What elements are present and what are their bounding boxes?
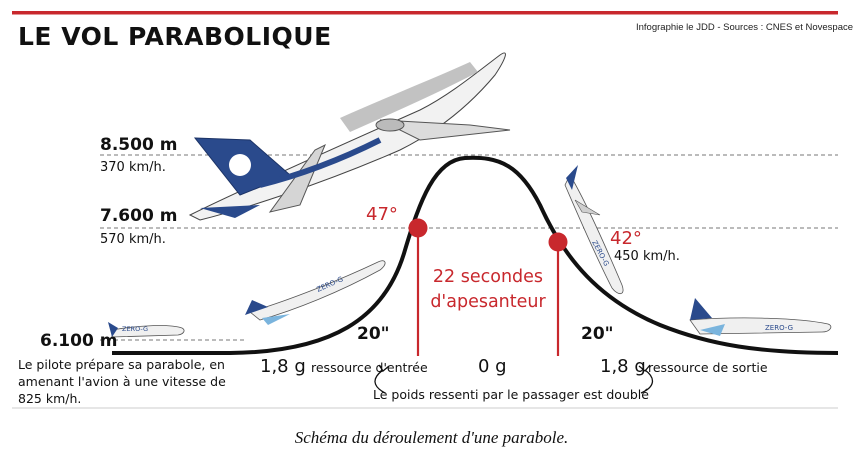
- source-credit: Infographie le JDD - Sources : CNES et N…: [636, 22, 854, 33]
- top-rule: [12, 11, 838, 15]
- entry-phase-label: ressource d'entrée: [311, 360, 428, 375]
- entry-angle: 47°: [366, 204, 398, 225]
- altitude-8500: 8.500 m: [100, 135, 178, 155]
- altitude-6100: 6.100 m: [40, 331, 118, 351]
- exit-angle: 42°: [610, 228, 642, 249]
- speed-7600: 570 km/h.: [100, 232, 166, 247]
- main-plane-illustration: [188, 52, 511, 221]
- doubled-weight-note: Le poids ressenti par le passager est do…: [373, 387, 649, 402]
- arrow-right: [640, 369, 654, 394]
- weightless-line-2: d'apesanteur: [430, 292, 546, 312]
- arrow-left: [374, 369, 386, 394]
- weightless-line-1: 22 secondes: [432, 267, 544, 287]
- exit-speed: 450 km/h.: [614, 249, 680, 264]
- exit-duration: 20": [581, 324, 614, 344]
- arrow-left-head: [378, 364, 390, 372]
- figure-caption: Schéma du déroulement d'une parabole.: [294, 428, 569, 447]
- plane-diving: ZERO-G: [564, 165, 624, 295]
- plane-level-left: ZERO-G: [108, 322, 185, 338]
- page-title: LE VOL PARABOLIQUE: [18, 22, 332, 51]
- entry-point: [408, 218, 428, 238]
- plane-level-right: ZERO-G: [689, 298, 832, 336]
- exit-point: [548, 232, 568, 252]
- zero-g-value: 0 g: [478, 356, 507, 377]
- plane-marking-left: ZERO-G: [122, 325, 148, 333]
- pilot-note: Le pilote prépare sa parabole, en amenan…: [18, 357, 226, 406]
- parabola-curve: [112, 155, 839, 355]
- entry-g-value: 1,8 g: [260, 356, 306, 377]
- weightless-label: 22 secondes d'apesanteur: [420, 265, 556, 315]
- altitude-7600: 7.600 m: [100, 206, 178, 226]
- exit-g-value: 1,8 g: [600, 356, 646, 377]
- entry-duration: 20": [357, 324, 390, 344]
- speed-8500: 370 km/h.: [100, 160, 166, 175]
- arrow-right-head: [638, 364, 651, 372]
- plane-marking-right: ZERO-G: [765, 324, 793, 332]
- exit-phase-label: ressource de sortie: [648, 360, 768, 375]
